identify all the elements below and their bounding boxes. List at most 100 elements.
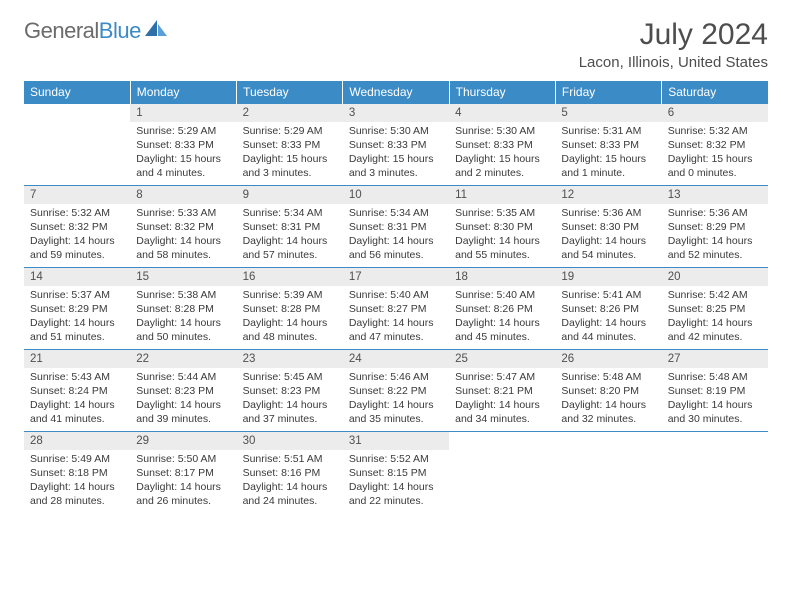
sunrise-line: Sunrise: 5:31 AM xyxy=(561,125,641,137)
day-content-cell: Sunrise: 5:39 AM Sunset: 8:28 PM Daylight:… xyxy=(237,286,343,350)
day-number-cell: 12 xyxy=(555,186,661,204)
daylight-line: Daylight: 14 hours and 44 minutes. xyxy=(561,317,646,343)
daylight-line: Daylight: 14 hours and 30 minutes. xyxy=(668,399,753,425)
day-number-cell: 27 xyxy=(662,350,768,368)
daylight-line: Daylight: 15 hours and 3 minutes. xyxy=(243,153,328,179)
day-content-cell: Sunrise: 5:30 AMSunset: 8:33 PMDaylight:… xyxy=(343,122,449,186)
sunrise-line: Sunrise: 5:34 AM xyxy=(349,207,429,219)
day-number-cell: 25 xyxy=(449,350,555,368)
day-number-cell: 15 xyxy=(130,268,236,286)
day-number-cell: 29 xyxy=(130,432,236,450)
day-number-cell: 24 xyxy=(343,350,449,368)
daylight-line: Daylight: 14 hours and 54 minutes. xyxy=(561,235,646,261)
day-content-cell: Sunrise: 5:37 AM Sunset: 8:29 PM Daylight:… xyxy=(24,286,130,350)
daylight-line: Daylight: 14 hours and 58 minutes. xyxy=(136,235,221,261)
day-number-cell xyxy=(24,104,130,122)
sunset-line: Sunset: 8:22 PM xyxy=(349,385,427,397)
day-content-cell: Sunrise: 5:33 AMSunset: 8:32 PMDaylight:… xyxy=(130,204,236,268)
day-content-cell: Sunrise: 5:48 AMSunset: 8:19 PMDaylight:… xyxy=(662,368,768,432)
daylight-line: Daylight: 15 hours and 0 minutes. xyxy=(668,153,753,179)
daylight-line: Daylight: 14 hours and 52 minutes. xyxy=(668,235,753,261)
daylight-line: Daylight: 14 hours and 47 minutes. xyxy=(349,317,434,343)
day-header: Friday xyxy=(555,81,661,104)
sunrise-line: Sunrise: 5:44 AM xyxy=(136,371,216,383)
daylight-line: Daylight: 15 hours and 1 minute. xyxy=(561,153,646,179)
day-content-cell xyxy=(662,450,768,514)
sunset-line: Sunset: 8:16 PM xyxy=(243,467,321,479)
day-header-row: SundayMondayTuesdayWednesdayThursdayFrid… xyxy=(24,81,768,104)
day-number-cell: 28 xyxy=(24,432,130,450)
sunset-line: Sunset: 8:27 PM xyxy=(349,303,427,315)
sunrise-line: Sunrise: 5:40 AM xyxy=(349,289,429,301)
day-header: Wednesday xyxy=(343,81,449,104)
day-content-cell: Sunrise: 5:32 AMSunset: 8:32 PMDaylight:… xyxy=(662,122,768,186)
day-number-cell xyxy=(555,432,661,450)
day-number-cell: 1 xyxy=(130,104,236,122)
day-content-cell: Sunrise: 5:50 AMSunset: 8:17 PMDaylight:… xyxy=(130,450,236,514)
content-row: Sunrise: 5:29 AMSunset: 8:33 PMDaylight:… xyxy=(24,122,768,186)
day-content-cell: Sunrise: 5:52 AMSunset: 8:15 PMDaylight:… xyxy=(343,450,449,514)
day-number-cell: 6 xyxy=(662,104,768,122)
daylight-line: Daylight: 14 hours and 51 minutes. xyxy=(30,317,115,343)
day-number-cell xyxy=(662,432,768,450)
sunset-line: Sunset: 8:31 PM xyxy=(349,221,427,233)
sunrise-line: Sunrise: 5:37 AM xyxy=(30,289,110,301)
daylight-line: Daylight: 14 hours and 34 minutes. xyxy=(455,399,540,425)
day-content-cell: Sunrise: 5:31 AMSunset: 8:33 PMDaylight:… xyxy=(555,122,661,186)
day-content-cell: Sunrise: 5:46 AMSunset: 8:22 PMDaylight:… xyxy=(343,368,449,432)
sail-icon xyxy=(143,18,169,44)
day-content-cell: Sunrise: 5:42 AMSunset: 8:25 PMDaylight:… xyxy=(662,286,768,350)
day-header: Monday xyxy=(130,81,236,104)
sunset-line: Sunset: 8:28 PM xyxy=(243,303,321,315)
day-content-cell: Sunrise: 5:35 AMSunset: 8:30 PMDaylight:… xyxy=(449,204,555,268)
daynum-row: 78910111213 xyxy=(24,186,768,204)
day-number-cell: 16 xyxy=(237,268,343,286)
sunrise-line: Sunrise: 5:33 AM xyxy=(136,207,216,219)
calendar-table: SundayMondayTuesdayWednesdayThursdayFrid… xyxy=(24,81,768,514)
daylight-line: Daylight: 14 hours and 35 minutes. xyxy=(349,399,434,425)
day-content-cell: Sunrise: 5:47 AMSunset: 8:21 PMDaylight:… xyxy=(449,368,555,432)
sunset-line: Sunset: 8:29 PM xyxy=(30,303,108,315)
daylight-line: Daylight: 14 hours and 45 minutes. xyxy=(455,317,540,343)
sunset-line: Sunset: 8:23 PM xyxy=(136,385,214,397)
day-number-cell: 7 xyxy=(24,186,130,204)
day-number-cell: 13 xyxy=(662,186,768,204)
daylight-line: Daylight: 14 hours and 48 minutes. xyxy=(243,317,328,343)
sunset-line: Sunset: 8:23 PM xyxy=(243,385,321,397)
sunrise-line: Sunrise: 5:42 AM xyxy=(668,289,748,301)
sunrise-line: Sunrise: 5:29 AM xyxy=(243,125,323,137)
day-number-cell: 17 xyxy=(343,268,449,286)
sunset-line: Sunset: 8:24 PM xyxy=(30,385,108,397)
day-content-cell: Sunrise: 5:29 AMSunset: 8:33 PMDaylight:… xyxy=(237,122,343,186)
sunrise-line: Sunrise: 5:48 AM xyxy=(668,371,748,383)
sunrise-line: Sunrise: 5:32 AM xyxy=(30,207,110,219)
day-number-cell: 18 xyxy=(449,268,555,286)
daynum-row: 21222324252627 xyxy=(24,350,768,368)
sunrise-line: Sunrise: 5:35 AM xyxy=(455,207,535,219)
sunrise-line: Sunrise: 5:51 AM xyxy=(243,453,323,465)
content-row: Sunrise: 5:49 AMSunset: 8:18 PMDaylight:… xyxy=(24,450,768,514)
sunset-line: Sunset: 8:31 PM xyxy=(243,221,321,233)
day-number-cell: 22 xyxy=(130,350,236,368)
daynum-row: 14151617181920 xyxy=(24,268,768,286)
daylight-line: Daylight: 14 hours and 41 minutes. xyxy=(30,399,115,425)
sunrise-line: Sunrise: 5:39 AM xyxy=(243,289,323,301)
sunrise-line: Sunrise: 5:48 AM xyxy=(561,371,641,383)
day-header: Tuesday xyxy=(237,81,343,104)
sunset-line: Sunset: 8:18 PM xyxy=(30,467,108,479)
day-content-cell: Sunrise: 5:30 AMSunset: 8:33 PMDaylight:… xyxy=(449,122,555,186)
sunrise-line: Sunrise: 5:45 AM xyxy=(243,371,323,383)
daylight-line: Daylight: 14 hours and 57 minutes. xyxy=(243,235,328,261)
day-content-cell xyxy=(555,450,661,514)
page-header: GeneralBlue July 2024 Lacon, Illinois, U… xyxy=(24,18,768,71)
logo-text-general: General xyxy=(24,18,99,44)
day-content-cell: Sunrise: 5:41 AMSunset: 8:26 PMDaylight:… xyxy=(555,286,661,350)
calendar-body: 123456Sunrise: 5:29 AMSunset: 8:33 PMDay… xyxy=(24,104,768,514)
daylight-line: Daylight: 15 hours and 4 minutes. xyxy=(136,153,221,179)
day-number-cell: 4 xyxy=(449,104,555,122)
sunset-line: Sunset: 8:15 PM xyxy=(349,467,427,479)
sunset-line: Sunset: 8:21 PM xyxy=(455,385,533,397)
day-content-cell: Sunrise: 5:38 AMSunset: 8:28 PMDaylight:… xyxy=(130,286,236,350)
day-header: Sunday xyxy=(24,81,130,104)
daylight-line: Daylight: 14 hours and 37 minutes. xyxy=(243,399,328,425)
